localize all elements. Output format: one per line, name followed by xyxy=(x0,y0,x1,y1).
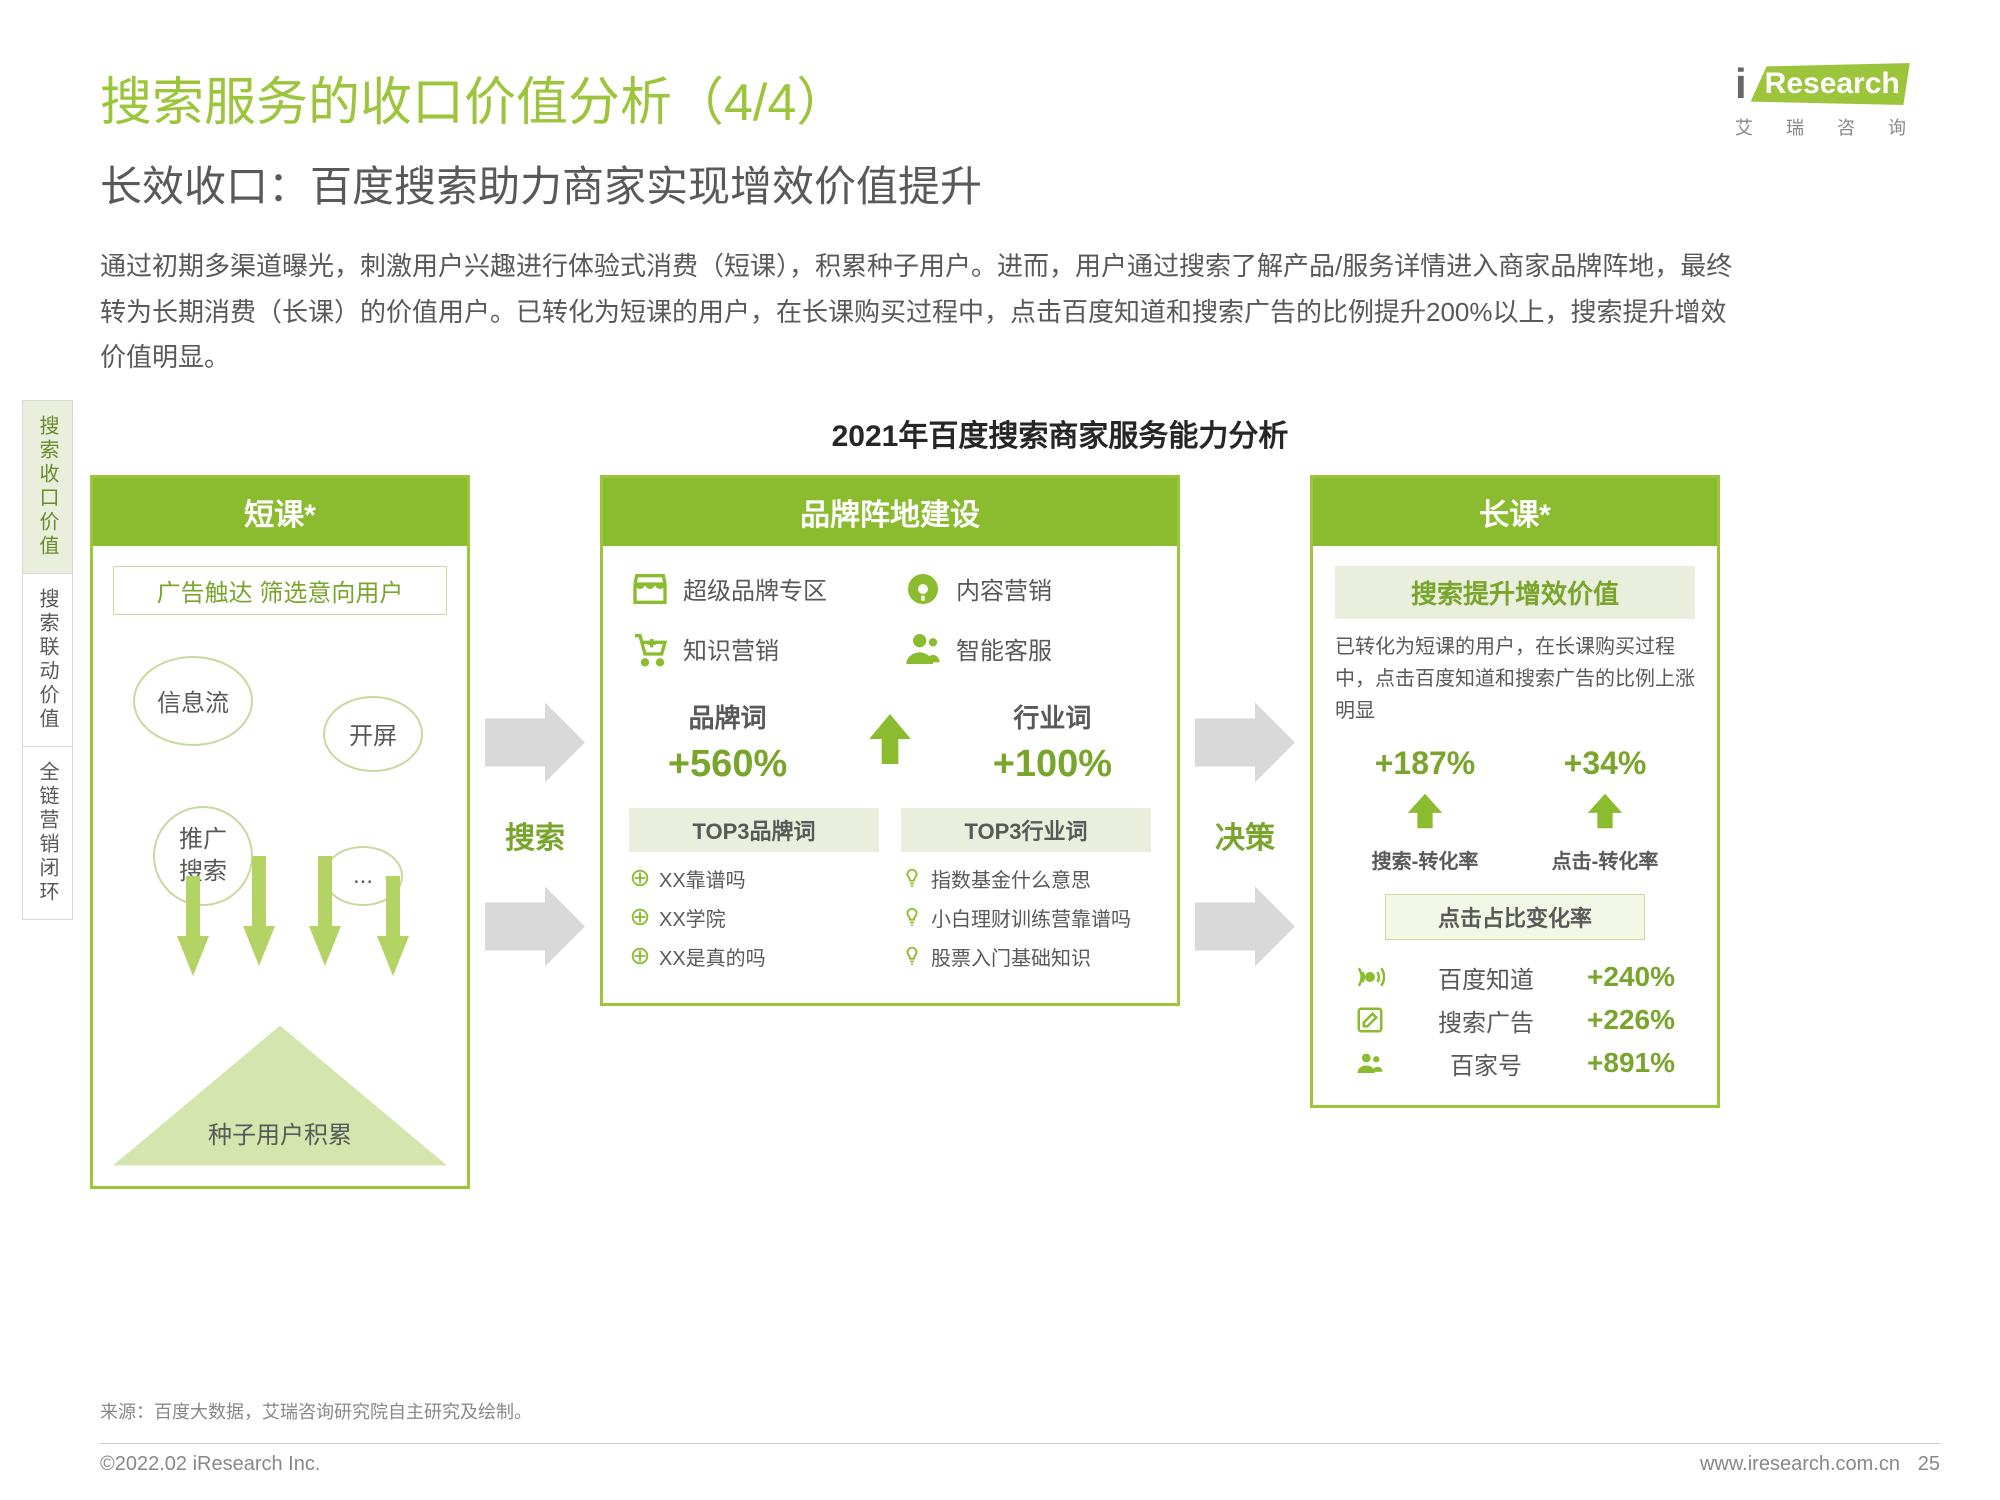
panel1-subheader: 广告触达 筛选意向用户 xyxy=(113,566,447,615)
panel2-header: 品牌阵地建设 xyxy=(603,478,1177,546)
top3-industry: TOP3行业词 指数基金什么意思 小白理财训练营靠谱吗 股票入门基础知识 xyxy=(901,808,1151,981)
click-ratio-header: 点击占比变化率 xyxy=(1385,894,1645,940)
metric-brand-word: 品牌词 +560% xyxy=(668,698,787,786)
top3-brand: TOP3品牌词 XX靠谱吗 XX学院 XX是真的吗 xyxy=(629,808,879,981)
item-label: 知识营销 xyxy=(683,631,779,666)
description: 通过初期多渠道曝光，刺激用户兴趣进行体验式消费（短课），积累种子用户。进而，用户… xyxy=(100,244,1740,381)
bubble-splash: 开屏 xyxy=(323,696,423,772)
connector-decision: 决策 xyxy=(1180,475,1310,1195)
metric-value: +100% xyxy=(993,743,1112,786)
row-value: +891% xyxy=(1587,1047,1675,1079)
metric-label: 品牌词 xyxy=(668,698,787,735)
arrow-down-icon xyxy=(377,936,409,976)
copyright: ©2022.02 iResearch Inc. xyxy=(100,1453,320,1476)
top3-brand-header: TOP3品牌词 xyxy=(629,808,879,852)
bubble-promo-search: 推广 搜索 xyxy=(153,806,253,906)
list-item: 股票入门基础知识 xyxy=(901,942,1151,971)
side-tabs: 搜索收口价值 搜索联动价值 全链营销闭环 xyxy=(22,400,70,920)
footer-divider xyxy=(100,1443,1940,1444)
item-label: 智能客服 xyxy=(956,631,1052,666)
arrow-up-icon xyxy=(865,709,915,774)
page-subtitle: 长效收口：百度搜索助力商家实现增效价值提升 xyxy=(100,153,1940,214)
list-item: XX学院 xyxy=(629,903,879,932)
lightbulb-icon xyxy=(902,568,944,610)
panel-short-course: 短课* 广告触达 筛选意向用户 信息流 开屏 推广 搜索 ... 种子用户积累 xyxy=(90,475,470,1189)
arrow-up-icon xyxy=(1582,788,1628,834)
signal-icon xyxy=(1355,962,1385,992)
store-icon xyxy=(629,568,671,610)
item-brand-zone: 超级品牌专区 xyxy=(629,568,878,610)
connector-right-label: 决策 xyxy=(1215,813,1275,857)
metric-value: +187% xyxy=(1372,745,1479,782)
row-label: 百家号 xyxy=(1450,1046,1522,1081)
metric-label: 搜索-转化率 xyxy=(1372,845,1479,874)
metric-label: 点击-转化率 xyxy=(1552,845,1659,874)
source-note: 来源：百度大数据，艾瑞咨询研究院自主研究及绘制。 xyxy=(100,1398,532,1424)
edit-icon xyxy=(1355,1005,1385,1035)
panel-brand: 品牌阵地建设 超级品牌专区 内容营销 知识营销 xyxy=(600,475,1180,1006)
bubble-info-flow: 信息流 xyxy=(133,656,253,746)
list-item: XX是真的吗 xyxy=(629,942,879,971)
top3-industry-header: TOP3行业词 xyxy=(901,808,1151,852)
arrow-down-icon xyxy=(243,926,275,966)
people-icon xyxy=(1355,1048,1385,1078)
panel1-header: 短课* xyxy=(93,478,467,546)
website: www.iresearch.com.cn xyxy=(1700,1453,1900,1476)
connector-search: 搜索 xyxy=(470,475,600,1195)
arrow-right-icon xyxy=(485,703,585,783)
row-baijiahao: 百家号 +891% xyxy=(1335,1042,1695,1085)
person-icon xyxy=(902,628,944,670)
panel3-header: 长课* xyxy=(1313,478,1717,546)
row-label: 百度知道 xyxy=(1438,960,1534,995)
row-value: +240% xyxy=(1587,961,1675,993)
arrow-right-icon xyxy=(1195,703,1295,783)
metric-value: +560% xyxy=(668,743,787,786)
arrow-down-icon xyxy=(309,926,341,966)
metric-click-conv: +34% 点击-转化率 xyxy=(1552,745,1659,874)
item-label: 内容营销 xyxy=(956,571,1052,606)
list-item: 小白理财训练营靠谱吗 xyxy=(901,903,1151,932)
arrow-right-icon xyxy=(485,887,585,967)
row-value: +226% xyxy=(1587,1004,1675,1036)
tab-2[interactable]: 搜索联动价值 xyxy=(22,574,73,747)
tab-3[interactable]: 全链营销闭环 xyxy=(22,747,73,920)
item-label: 超级品牌专区 xyxy=(683,571,827,606)
metric-label: 行业词 xyxy=(993,698,1112,735)
diagram: 短课* 广告触达 筛选意向用户 信息流 开屏 推广 搜索 ... 种子用户积累 … xyxy=(90,475,1940,1195)
metric-value: +34% xyxy=(1552,745,1659,782)
panel-long-course: 长课* 搜索提升增效价值 已转化为短课的用户，在长课购买过程中，点击百度知道和搜… xyxy=(1310,475,1720,1108)
arrow-up-icon xyxy=(1402,788,1448,834)
page-number: 25 xyxy=(1918,1453,1940,1476)
metric-search-conv: +187% 搜索-转化率 xyxy=(1372,745,1479,874)
tab-1[interactable]: 搜索收口价值 xyxy=(22,400,73,574)
arrow-right-icon xyxy=(1195,887,1295,967)
chart-title: 2021年百度搜索商家服务能力分析 xyxy=(180,411,1940,455)
item-smart-service: 智能客服 xyxy=(902,628,1151,670)
cart-icon xyxy=(629,628,671,670)
list-item: XX靠谱吗 xyxy=(629,864,879,893)
arrow-down-icon xyxy=(177,936,209,976)
seed-users-label: 种子用户积累 xyxy=(113,1026,447,1166)
row-search-ads: 搜索广告 +226% xyxy=(1335,999,1695,1042)
page-title: 搜索服务的收口价值分析（4/4） xyxy=(100,60,1940,135)
panel3-note: 已转化为短课的用户，在长课购买过程中，点击百度知道和搜索广告的比例上涨明显 xyxy=(1335,631,1695,727)
item-knowledge-marketing: 知识营销 xyxy=(629,628,878,670)
panel3-subheader: 搜索提升增效价值 xyxy=(1335,566,1695,619)
list-item: 指数基金什么意思 xyxy=(901,864,1151,893)
item-content-marketing: 内容营销 xyxy=(902,568,1151,610)
connector-left-label: 搜索 xyxy=(505,813,565,857)
row-baidu-zhidao: 百度知道 +240% xyxy=(1335,956,1695,999)
row-label: 搜索广告 xyxy=(1438,1003,1534,1038)
metric-industry-word: 行业词 +100% xyxy=(993,698,1112,786)
